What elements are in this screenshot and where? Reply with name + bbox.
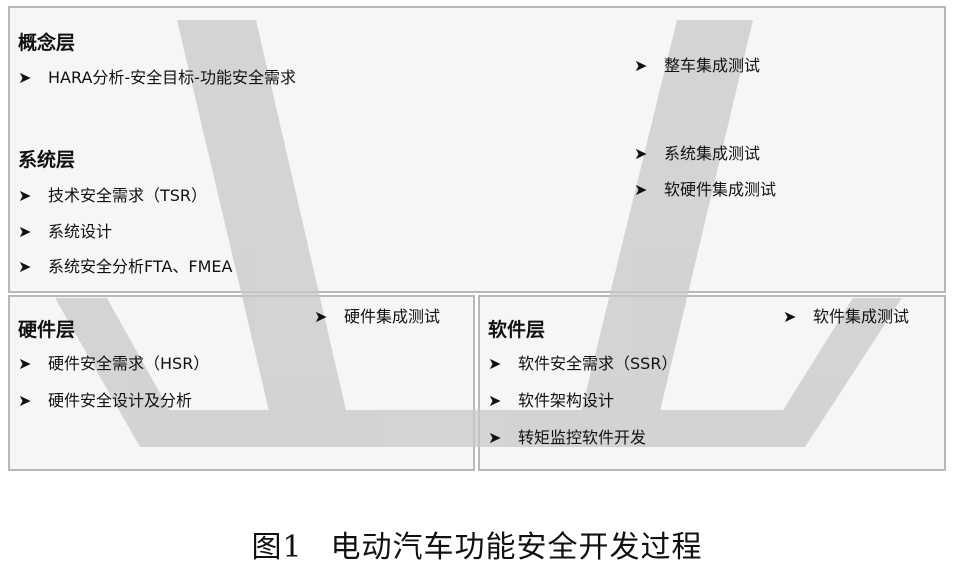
arrowhead-icon: ➤: [18, 68, 32, 87]
test-item: ➤ 系统集成测试: [634, 144, 761, 163]
v-right-small-arm: [760, 298, 902, 447]
list-item: ➤ 技术安全需求（TSR）: [18, 186, 208, 205]
test-item: ➤ 软硬件集成测试: [634, 180, 777, 199]
arrowhead-icon: ➤: [488, 391, 502, 410]
arrowhead-icon: ➤: [634, 180, 648, 199]
arrowhead-icon: ➤: [634, 144, 648, 163]
figure-label: 图1: [251, 530, 303, 565]
list-item: ➤ 系统安全分析FTA、FMEA: [18, 257, 233, 276]
arrowhead-icon: ➤: [18, 354, 32, 373]
figure-title: 电动汽车功能安全开发过程: [330, 530, 703, 565]
arrowhead-icon: ➤: [18, 222, 32, 241]
v-right-arm: [573, 20, 753, 445]
test-item: ➤ 整车集成测试: [634, 56, 761, 75]
arrowhead-icon: ➤: [314, 307, 328, 326]
arrowhead-icon: ➤: [488, 428, 502, 447]
arrowhead-icon: ➤: [634, 56, 648, 75]
test-item: ➤ 软件集成测试: [783, 307, 910, 326]
arrowhead-icon: ➤: [18, 391, 32, 410]
list-item: ➤ 软件架构设计: [488, 391, 615, 410]
v-left-small-arm: [55, 298, 190, 447]
v-left-arm: [177, 20, 354, 445]
arrowhead-icon: ➤: [488, 354, 502, 373]
v-bottom-band: [140, 410, 805, 447]
hardware-layer-title: 硬件层: [18, 319, 76, 341]
list-item: ➤ HARA分析-安全目标-功能安全需求: [18, 68, 296, 87]
v-model-shape: [55, 20, 902, 447]
arrowhead-icon: ➤: [783, 307, 797, 326]
top-box: [8, 6, 946, 293]
arrowhead-icon: ➤: [18, 186, 32, 205]
system-layer-title: 系统层: [18, 149, 76, 171]
list-item: ➤ 系统设计: [18, 222, 113, 241]
software-layer-title: 软件层: [488, 319, 546, 341]
list-item: ➤ 硬件安全需求（HSR）: [18, 354, 210, 373]
figure-caption: 图1 电动汽车功能安全开发过程: [0, 522, 954, 566]
list-item: ➤ 软件安全需求（SSR）: [488, 354, 678, 373]
arrowhead-icon: ➤: [18, 257, 32, 276]
concept-layer-title: 概念层: [18, 32, 76, 54]
list-item: ➤ 转矩监控软件开发: [488, 428, 647, 447]
list-item: ➤ 硬件安全设计及分析: [18, 391, 193, 410]
test-item: ➤ 硬件集成测试: [314, 307, 441, 326]
